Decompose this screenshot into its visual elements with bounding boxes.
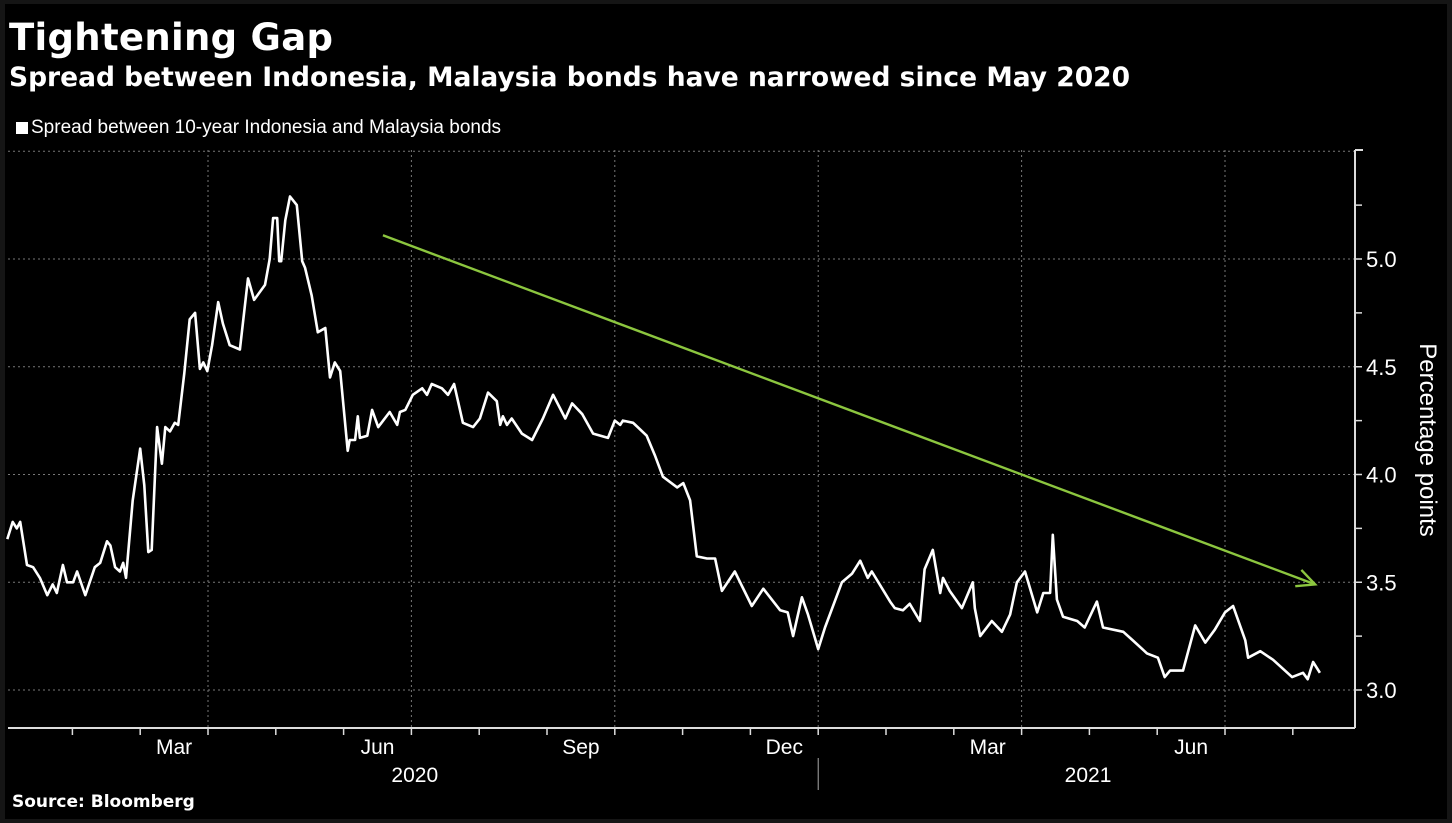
y-tick-label: 3.5 [1366, 570, 1397, 595]
chart-title: Tightening Gap [9, 16, 334, 59]
year-label: 2020 [391, 764, 438, 787]
legend-label: Spread between 10-year Indonesia and Mal… [31, 117, 502, 138]
chart-subtitle: Spread between Indonesia, Malaysia bonds… [9, 62, 1131, 93]
trend-arrow-head [1295, 569, 1318, 588]
legend-swatch [16, 122, 28, 134]
x-tick-label: Jun [361, 736, 395, 759]
x-tick-label: Jun [1174, 736, 1208, 759]
x-tick-label: Mar [156, 736, 192, 759]
year-label: 2021 [1065, 764, 1112, 787]
y-tick-label: 3.0 [1366, 678, 1397, 703]
x-tick-label: Sep [562, 736, 599, 759]
chart-background [5, 4, 1447, 819]
x-tick-label: Dec [766, 736, 803, 759]
y-tick-label: 4.5 [1366, 355, 1397, 380]
y-axis-label: Percentage points [1414, 343, 1441, 536]
source-note: Source: Bloomberg [12, 792, 195, 812]
y-tick-label: 4.0 [1366, 463, 1397, 488]
trend-arrow-line [382, 234, 1316, 586]
spread-series-line [6, 195, 1322, 681]
legend: Spread between 10-year Indonesia and Mal… [16, 117, 501, 139]
x-tick-label: Mar [970, 736, 1006, 759]
y-tick-label: 5.0 [1366, 247, 1397, 272]
